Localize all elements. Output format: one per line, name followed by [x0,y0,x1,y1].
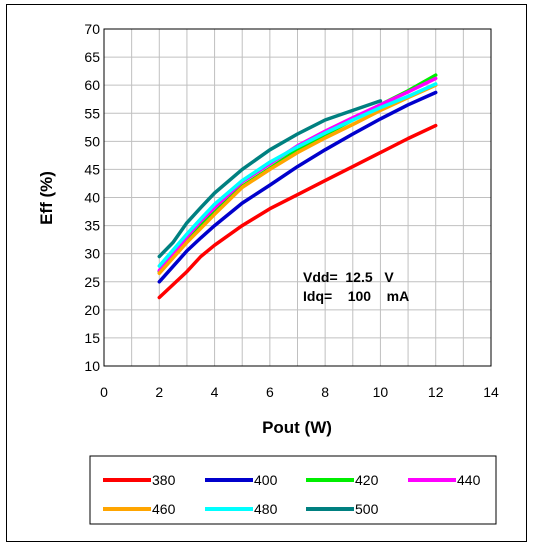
y-tick-label: 70 [84,21,100,37]
x-tick-labels: 0 2 4 6 8 10 12 14 [100,384,499,400]
series-lines [157,73,438,300]
series-line-480 [157,82,438,268]
legend-label-480: 480 [254,501,278,517]
x-tick-label: 6 [266,384,274,400]
x-tick-label: 14 [483,384,499,400]
legend-label-380: 380 [152,472,176,488]
x-tick-label: 8 [321,384,329,400]
annotation-vdd: Vdd= 12.5 V [303,269,394,285]
y-tick-label: 50 [84,133,100,149]
y-tick-label: 65 [84,49,100,65]
series-line-380 [157,123,438,300]
grid-lines [104,29,491,366]
series-line-460 [157,83,438,276]
y-axis-title: Eff (%) [37,171,56,225]
legend-label-400: 400 [254,472,278,488]
x-tick-label: 0 [100,384,108,400]
y-tick-labels: 10 15 20 25 30 35 40 45 50 55 60 65 70 [84,21,100,374]
legend: 380 400 420 440 460 480 500 [103,472,481,517]
legend-box [89,455,497,525]
y-tick-label: 40 [84,190,100,206]
y-tick-label: 25 [84,274,100,290]
y-tick-label: 15 [84,330,100,346]
annotation-idq: Idq= 100 mA [303,288,409,304]
series-line-500 [157,99,383,259]
series-line-400 [157,90,438,284]
legend-label-440: 440 [457,472,481,488]
y-tick-label: 30 [84,246,100,262]
plot-border [103,28,492,367]
y-tick-label: 10 [84,358,100,374]
y-tick-label: 60 [84,77,100,93]
legend-label-500: 500 [355,501,379,517]
y-tick-label: 55 [84,105,100,121]
y-tick-label: 45 [84,161,100,177]
y-tick-label: 35 [84,218,100,234]
x-tick-label: 4 [211,384,219,400]
legend-label-420: 420 [355,472,379,488]
x-tick-label: 12 [428,384,444,400]
x-tick-label: 10 [373,384,389,400]
y-tick-label: 20 [84,302,100,318]
legend-label-460: 460 [152,501,176,517]
x-axis-title: Pout (W) [262,418,332,437]
x-tick-label: 2 [155,384,163,400]
